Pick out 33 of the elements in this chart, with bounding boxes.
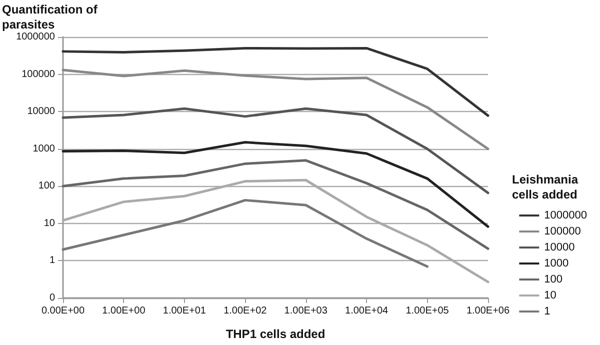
x-tick-label: 1.00E+06: [466, 306, 510, 316]
legend-label: 1000000: [544, 210, 588, 222]
x-tick-label: 1.00E+02: [224, 306, 268, 316]
x-tick-label: 0.00E+00: [41, 306, 85, 316]
y-tick-label: 10: [44, 218, 56, 229]
x-tick-label: 1.00E+05: [406, 306, 450, 316]
y-axis-title: Quantification of parasites: [2, 2, 101, 32]
line-series: [62, 178, 490, 284]
x-tick-label: 1.00E+03: [284, 306, 328, 316]
y-tick-label: 100: [38, 180, 56, 192]
line-series: [62, 46, 490, 117]
line-series: [62, 159, 490, 250]
x-tick-label: 1.00E+00: [102, 306, 146, 316]
y-tick-label: 1: [49, 255, 56, 266]
line-series: [62, 141, 490, 228]
y-tick-label: 1000000: [16, 32, 56, 42]
line-series: [62, 198, 429, 268]
legend-label: 10: [544, 290, 556, 302]
legend-label: 1000: [544, 258, 569, 270]
x-tick-label: 1.00E+01: [162, 306, 206, 316]
y-tick-label: 0: [49, 292, 56, 304]
legend-label: 1: [544, 306, 550, 318]
legend-title: Leishmania cells added: [512, 172, 582, 202]
y-tick-label: 100000: [22, 68, 56, 80]
y-tick-label: 10000: [27, 106, 56, 118]
legend-label: 10000: [544, 242, 575, 254]
x-axis-title: THP1 cells added: [226, 327, 326, 341]
y-tick-label: 1000: [32, 143, 56, 154]
line-series: [62, 68, 490, 150]
line-series: [62, 107, 490, 194]
legend-label: 100: [544, 274, 563, 286]
legend-label: 100000: [544, 226, 581, 238]
x-tick-label: 1.00E+04: [345, 306, 389, 316]
